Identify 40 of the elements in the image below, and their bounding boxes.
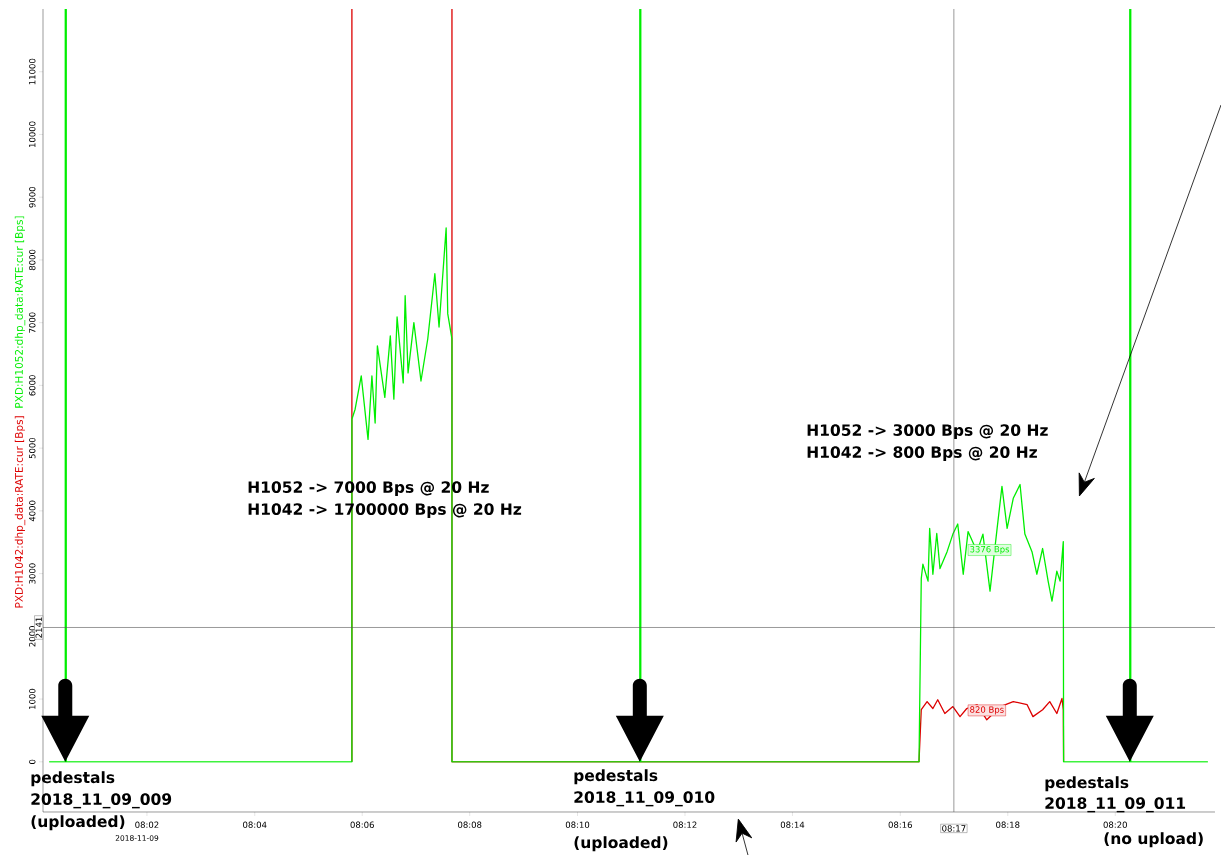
y-tick-label: 9000: [29, 186, 36, 208]
text: (no upload): [1104, 832, 1203, 848]
annotation: pedestals: [1045, 776, 1129, 792]
y-tick-label: 7000: [29, 312, 36, 333]
annotation: 820 Bps: [970, 706, 1004, 715]
y-tick-label: 10000: [29, 121, 36, 148]
x-tick-label: 08:16: [888, 821, 912, 828]
x-tick-label: 08:02: [135, 821, 159, 828]
text: (uploaded): [574, 836, 668, 852]
ref-line-label: 2141: [35, 617, 42, 638]
annotation: H1042 -> 800 Bps @ 20 Hz: [807, 446, 1037, 461]
annotation: 2018_11_09_010: [574, 791, 715, 807]
text: PXD:H1042:dhp_data:RATE:cur [Bps]: [14, 416, 26, 608]
x-tick-label: 08:06: [350, 821, 374, 828]
y-tick-label: 4000: [29, 500, 36, 522]
annotation: 3376 Bps: [970, 545, 1010, 555]
annotation: pedestals: [31, 771, 115, 787]
x-tick-label: 08:10: [565, 821, 590, 828]
line-series: [48, 8, 1209, 763]
text: (uploaded): [31, 815, 125, 831]
annotation: H1052 -> 3000 Bps @ 20 Hz: [807, 424, 1048, 439]
annotation: 2018_11_09_009: [31, 793, 172, 809]
y-tick-label: 0: [29, 759, 36, 764]
text: PXD:H1052:dhp_data:RATE:cur [Bps]: [14, 216, 26, 408]
y-tick-label: 1000: [29, 688, 36, 709]
y-tick-label: 11000: [29, 58, 36, 85]
x-tick-label: 08:08: [458, 821, 482, 828]
x-tick-label: 08:20: [1103, 821, 1127, 828]
y-tick-label: 6000: [29, 375, 36, 396]
y-tick-label: 5000: [29, 437, 36, 459]
annotation: pedestals: [574, 769, 658, 785]
annotation: 2018_11_09_011: [1045, 797, 1186, 813]
y-tick-label: 3000: [29, 563, 36, 584]
ref-line-label: 08:17: [942, 825, 966, 832]
y-tick-label: 8000: [29, 249, 36, 271]
x-tick-label: 08:14: [780, 821, 805, 828]
y-tick-label: 2000: [29, 626, 36, 647]
x-tick-label: 08:04: [243, 821, 267, 828]
x-tick-label: 08:12: [673, 821, 697, 828]
x-tick-label: 08:18: [996, 821, 1020, 828]
